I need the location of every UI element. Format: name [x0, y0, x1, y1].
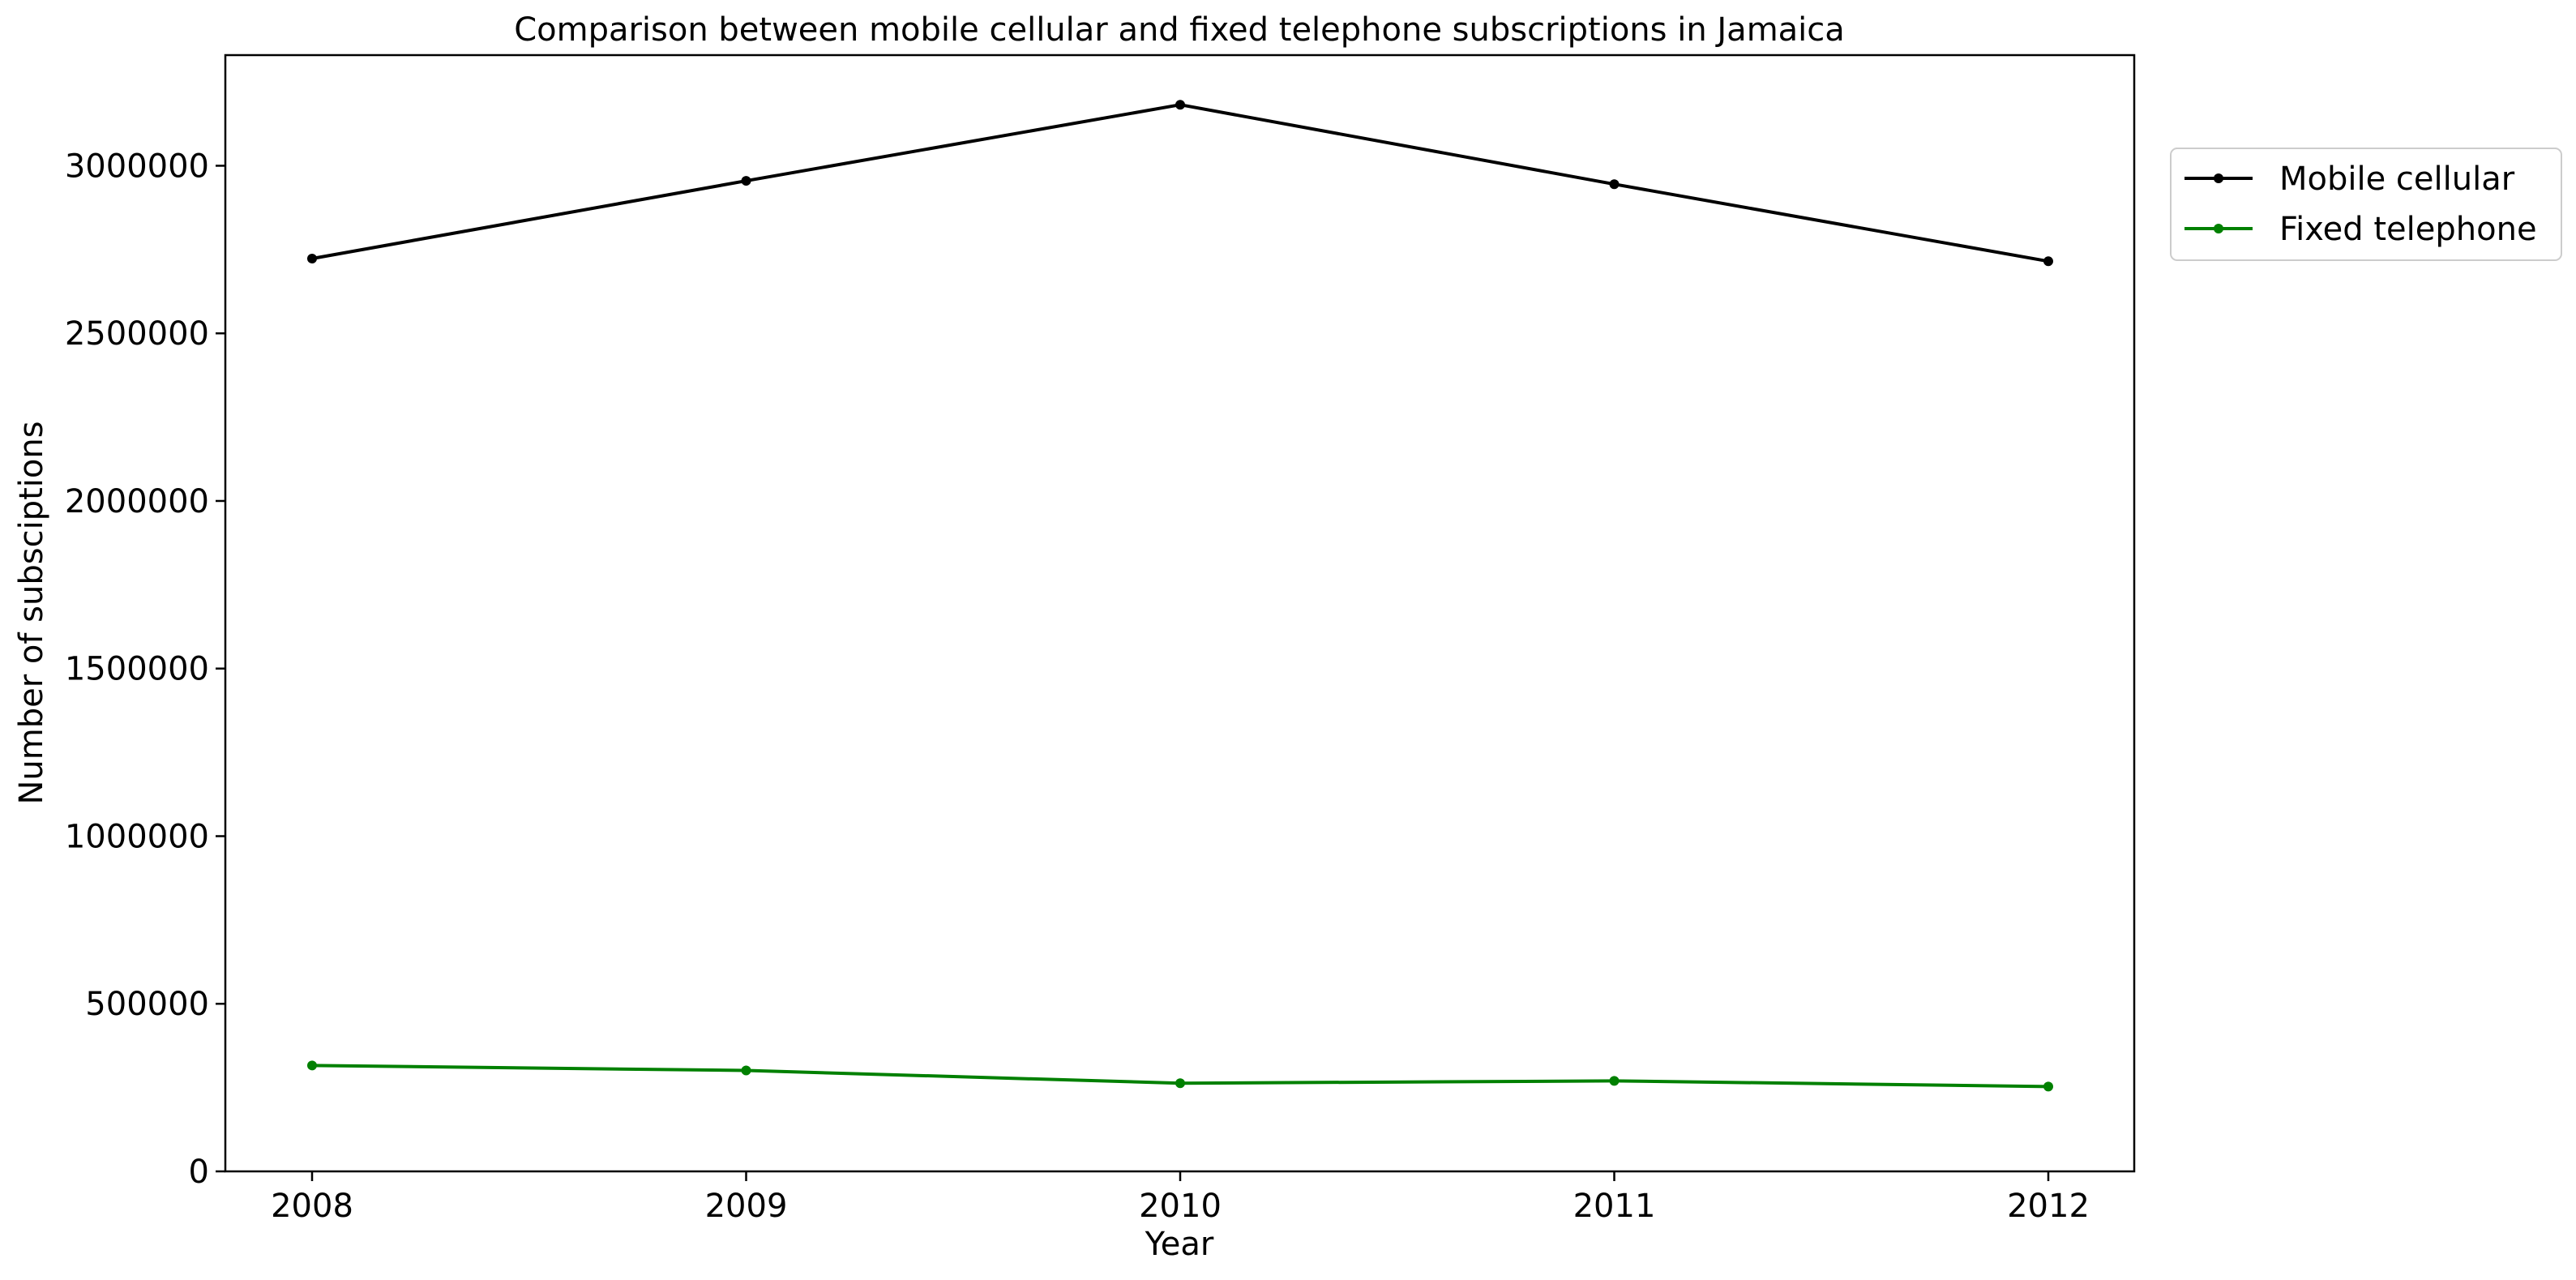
chart-title: Comparison between mobile cellular and f…	[514, 11, 1845, 49]
legend-marker-mobile-cellular	[2214, 173, 2223, 183]
data-point-fixed-telephone	[1609, 1076, 1620, 1086]
x-axis: 2008 2009 2010 2011 2012	[271, 1171, 2090, 1225]
y-tick-label: 2500000	[65, 315, 209, 353]
y-tick-label: 2000000	[65, 483, 209, 520]
data-point-fixed-telephone	[741, 1065, 751, 1076]
y-tick-label: 3000000	[65, 148, 209, 185]
x-tick-label: 2011	[1573, 1188, 1656, 1225]
data-point-fixed-telephone	[2043, 1081, 2053, 1092]
y-tick-label: 1000000	[65, 818, 209, 855]
series-line-mobile-cellular	[311, 103, 2049, 263]
x-tick-label: 2009	[705, 1188, 788, 1225]
legend-box	[2170, 148, 2562, 261]
y-tick-label: 1500000	[65, 651, 209, 688]
y-tick-label: 500000	[85, 986, 209, 1023]
data-point-mobile-cellular	[741, 176, 751, 186]
data-point-fixed-telephone	[1175, 1078, 1185, 1089]
y-axis: 0 500000 1000000 1500000 2000000 2500000 30000…	[65, 148, 225, 1191]
legend-marker-fixed-telephone	[2214, 224, 2223, 233]
y-tick-label: 0	[189, 1154, 209, 1191]
x-tick-label: 2010	[1139, 1188, 1222, 1225]
x-tick-label: 2008	[271, 1188, 353, 1225]
series-layer	[307, 100, 2053, 1092]
x-tick-label: 2012	[2007, 1188, 2090, 1225]
data-point-fixed-telephone	[307, 1060, 317, 1071]
data-point-mobile-cellular	[1609, 179, 1620, 190]
data-point-mobile-cellular	[307, 254, 317, 264]
y-axis-label: Number of subsciptions	[13, 421, 50, 804]
data-point-mobile-cellular	[2043, 256, 2053, 267]
legend-label-mobile-cellular: Mobile cellular	[2279, 161, 2515, 198]
x-axis-label: Year	[1145, 1226, 1214, 1263]
legend-label-fixed-telephone: Fixed telephone	[2279, 211, 2537, 248]
data-point-mobile-cellular	[1175, 100, 1185, 110]
legend: Mobile cellular Fixed telephone	[2170, 148, 2562, 261]
